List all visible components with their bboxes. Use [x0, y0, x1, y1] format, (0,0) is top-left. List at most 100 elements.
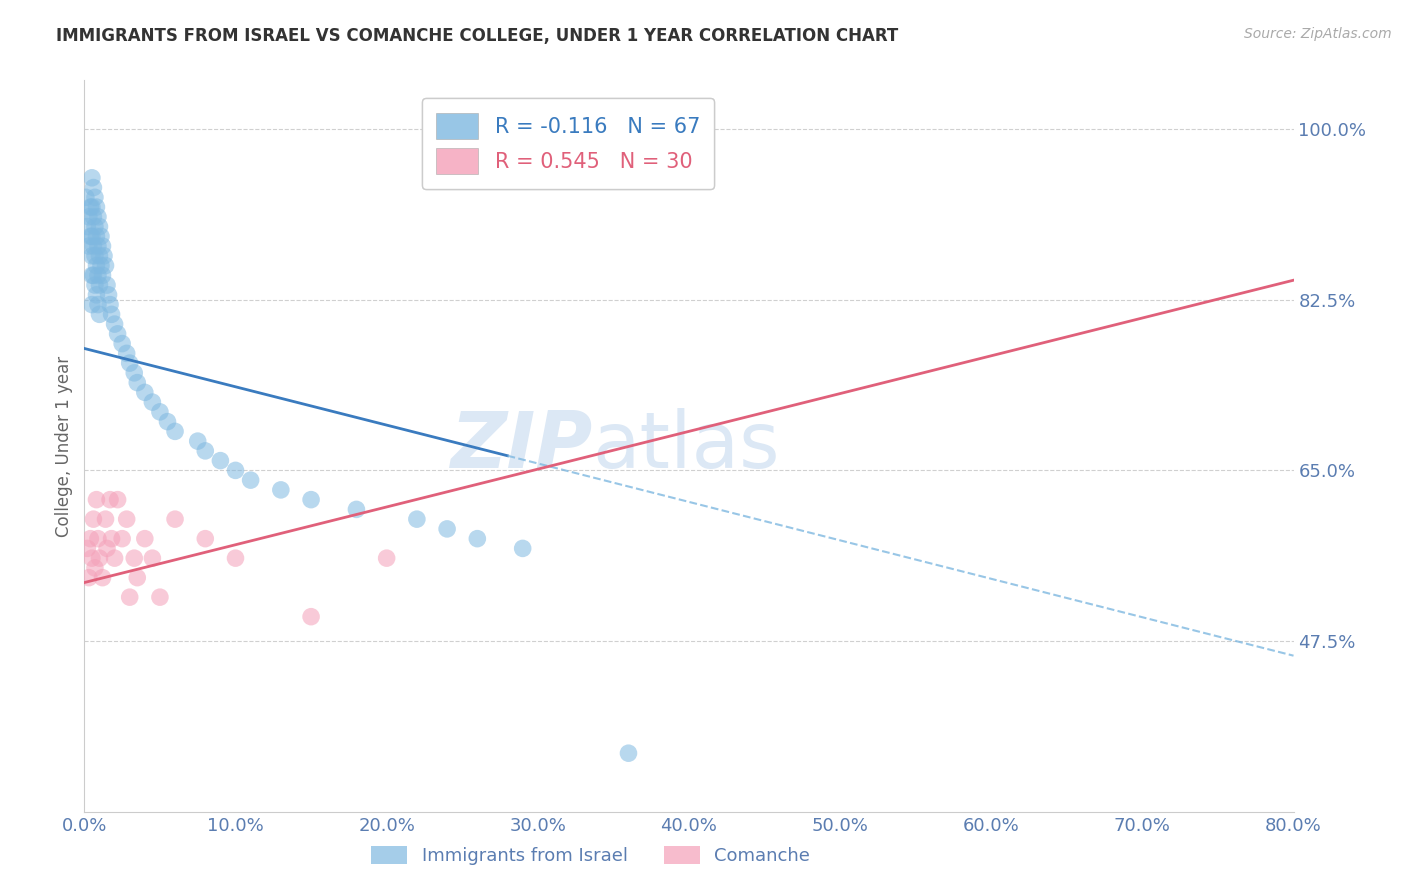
Point [76, 219, 98, 234]
Point [91, 268, 114, 283]
Point [82, 210, 104, 224]
Point [104, 317, 127, 331]
Point [80, 229, 103, 244]
Point [187, 434, 209, 449]
Point [89, 278, 111, 293]
Point [90, 259, 112, 273]
Point [134, 532, 156, 546]
Text: atlas: atlas [592, 408, 780, 484]
Point [617, 746, 640, 760]
Point [79, 229, 101, 244]
Point [89, 219, 111, 234]
Text: ZIP: ZIP [450, 408, 592, 484]
Point [156, 415, 179, 429]
Point [80, 200, 103, 214]
Point [375, 551, 398, 566]
Point [86, 200, 108, 214]
Point [149, 590, 172, 604]
Point [79, 200, 101, 214]
Point [225, 551, 247, 566]
Point [89, 551, 111, 566]
Point [75, 190, 97, 204]
Point [80, 297, 103, 311]
Legend: Immigrants from Israel, Comanche: Immigrants from Israel, Comanche [361, 837, 820, 874]
Point [93, 249, 115, 263]
Point [270, 483, 292, 497]
Point [115, 512, 138, 526]
Point [98, 297, 121, 311]
Point [134, 385, 156, 400]
Point [118, 590, 141, 604]
Point [141, 395, 163, 409]
Point [100, 532, 122, 546]
Point [77, 210, 100, 224]
Point [90, 229, 112, 244]
Point [80, 268, 103, 283]
Text: Source: ZipAtlas.com: Source: ZipAtlas.com [1244, 27, 1392, 41]
Point [87, 532, 110, 546]
Point [100, 307, 122, 321]
Point [96, 278, 118, 293]
Point [107, 492, 129, 507]
Point [80, 249, 103, 263]
Point [165, 425, 187, 439]
Point [82, 268, 104, 283]
Point [91, 571, 114, 585]
Point [141, 551, 163, 566]
Point [98, 492, 121, 507]
Point [87, 297, 110, 311]
Point [86, 259, 108, 273]
Point [115, 346, 138, 360]
Point [111, 532, 134, 546]
Point [512, 541, 534, 556]
Point [111, 336, 134, 351]
Y-axis label: College, Under 1 year: College, Under 1 year [55, 355, 73, 537]
Point [346, 502, 368, 516]
Point [122, 551, 145, 566]
Point [82, 180, 104, 194]
Point [84, 249, 107, 263]
Point [104, 551, 127, 566]
Point [89, 307, 111, 321]
Point [82, 239, 104, 253]
Point [299, 492, 322, 507]
Point [436, 522, 458, 536]
Text: IMMIGRANTS FROM ISRAEL VS COMANCHE COLLEGE, UNDER 1 YEAR CORRELATION CHART: IMMIGRANTS FROM ISRAEL VS COMANCHE COLLE… [56, 27, 898, 45]
Point [194, 443, 217, 458]
Point [91, 239, 114, 253]
Point [97, 288, 120, 302]
Point [127, 571, 149, 585]
Point [87, 210, 110, 224]
Point [86, 492, 108, 507]
Legend: R = -0.116   N = 67, R = 0.545   N = 30: R = -0.116 N = 67, R = 0.545 N = 30 [422, 98, 714, 189]
Point [84, 278, 107, 293]
Point [165, 512, 187, 526]
Point [84, 561, 107, 575]
Point [79, 532, 101, 546]
Point [467, 532, 489, 546]
Point [94, 259, 117, 273]
Point [77, 571, 100, 585]
Point [80, 170, 103, 185]
Point [86, 229, 108, 244]
Point [87, 239, 110, 253]
Point [77, 239, 100, 253]
Point [94, 512, 117, 526]
Point [84, 190, 107, 204]
Point [209, 453, 232, 467]
Point [648, 122, 671, 136]
Point [76, 541, 98, 556]
Point [96, 541, 118, 556]
Point [194, 532, 217, 546]
Point [82, 512, 104, 526]
Point [239, 473, 262, 487]
Point [89, 249, 111, 263]
Point [86, 288, 108, 302]
Point [127, 376, 149, 390]
Point [299, 609, 322, 624]
Point [84, 219, 107, 234]
Point [406, 512, 429, 526]
Point [122, 366, 145, 380]
Point [87, 268, 110, 283]
Point [80, 551, 103, 566]
